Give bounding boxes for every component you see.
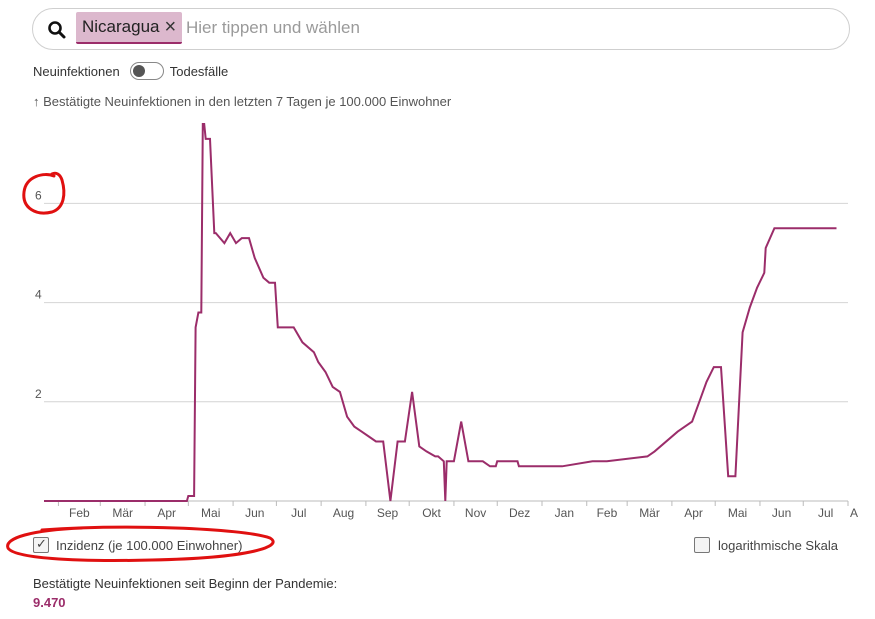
x-tick-label: Dez [509, 506, 530, 520]
data-line [44, 123, 837, 502]
search-icon [47, 20, 67, 40]
y-tick-label: 6 [35, 188, 42, 202]
x-tick-label: Sep [377, 506, 399, 520]
x-tick-label: Mai [201, 506, 220, 520]
country-chip-label: Nicaragua [82, 17, 160, 36]
x-tick-label: Mär [639, 506, 660, 520]
x-tick-label: Okt [422, 506, 441, 520]
close-icon[interactable]: × [164, 16, 177, 38]
metric-toggle-switch[interactable] [129, 62, 164, 80]
total-cases-label: Bestätigte Neuinfektionen seit Beginn de… [33, 576, 338, 591]
x-tick-label: Apr [684, 506, 703, 520]
country-chip[interactable]: Nicaragua × [76, 12, 183, 44]
check-icon: ✓ [36, 536, 47, 551]
log-scale-checkbox[interactable] [694, 537, 710, 553]
toggle-knob [132, 65, 145, 77]
metric-toggle-row: Neuinfektionen Todesfälle [33, 62, 228, 80]
x-tick-label: Apr [157, 506, 176, 520]
x-tick-label: Jan [555, 506, 574, 520]
log-scale-label[interactable]: logarithmische Skala [718, 538, 838, 553]
search-input[interactable] [186, 14, 806, 42]
toggle-label-deaths[interactable]: Todesfälle [169, 63, 229, 79]
incidence-checkbox[interactable]: ✓ [33, 536, 49, 553]
toggle-label-infections[interactable]: Neuinfektionen [33, 63, 120, 79]
x-tick-label: A [850, 506, 858, 520]
x-tick-label: Feb [597, 506, 618, 520]
x-tick-label: Jun [245, 506, 264, 520]
y-tick-label: 2 [35, 387, 42, 401]
x-tick-label: Jul [818, 506, 833, 520]
x-tick-label: Mai [728, 506, 747, 520]
annotation-ellipse-incidence [6, 525, 275, 562]
annotation-circle-ytick [22, 171, 66, 215]
y-tick-label: 4 [35, 288, 42, 302]
x-tick-label: Feb [69, 506, 90, 520]
x-tick-label: Mär [112, 506, 133, 520]
incidence-checkbox-label[interactable]: Inzidenz (je 100.000 Einwohner) [56, 538, 243, 553]
chart-title: ↑ Bestätigte Neuinfektionen in den letzt… [33, 94, 452, 109]
x-tick-label: Jul [291, 506, 306, 520]
x-tick-label: Aug [333, 506, 354, 520]
x-tick-label: Nov [465, 506, 486, 520]
incidence-line-chart: 2 4 6 Feb Mär Apr Mai Jun Jul Aug Sep Okt Nov Dez Jan F… [35, 123, 858, 520]
total-cases-value: 9.470 [33, 595, 66, 610]
x-tick-label: Jun [772, 506, 791, 520]
